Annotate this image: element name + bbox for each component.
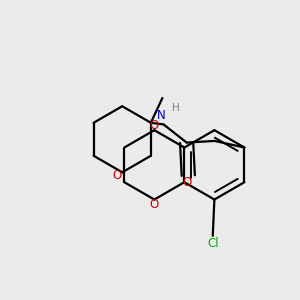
Text: O: O	[182, 176, 191, 189]
Text: O: O	[150, 198, 159, 211]
Text: O: O	[150, 119, 159, 132]
Text: N: N	[157, 109, 166, 122]
Text: O: O	[113, 169, 122, 182]
Text: H: H	[172, 103, 180, 113]
Text: Cl: Cl	[207, 237, 219, 250]
